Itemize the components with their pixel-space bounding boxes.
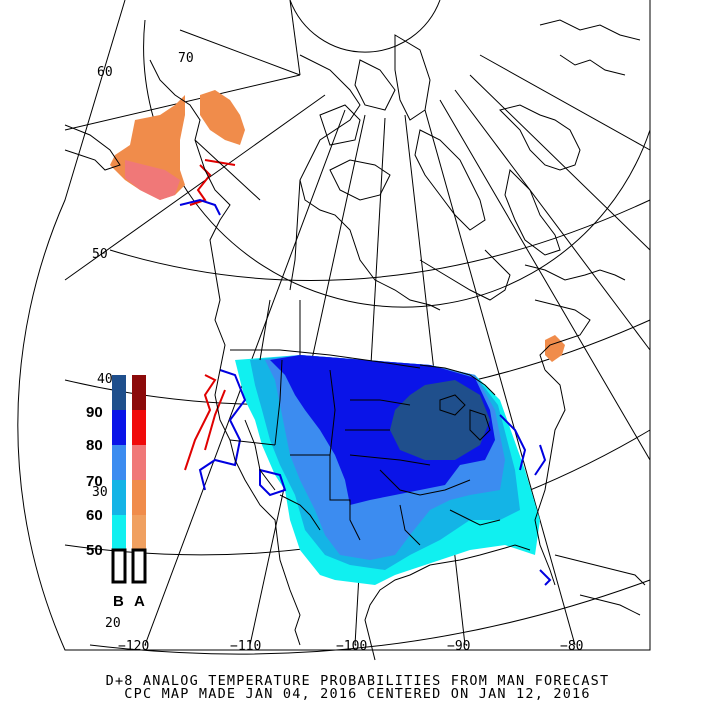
legend: 90 80 70 60 50 B A — [86, 375, 147, 610]
coastlines — [64, 19, 646, 661]
legend-below-swatch-80 — [112, 410, 126, 445]
lon-label-m90: −90 — [447, 639, 470, 654]
legend-below-label: B — [113, 593, 124, 610]
contour-lines — [179, 159, 552, 586]
legend-above-swatch-50 — [132, 515, 146, 550]
legend-above-empty-box — [131, 548, 147, 584]
map-title-line-2: CPC MAP MADE JAN 04, 2016 CENTERED ON JA… — [124, 686, 591, 702]
lon-label-70: 70 — [178, 51, 194, 66]
legend-level-60: 60 — [86, 507, 103, 524]
legend-above-swatch-70 — [132, 445, 146, 480]
below-strong-region — [390, 380, 490, 460]
legend-above-swatch-90 — [132, 375, 146, 410]
legend-below-swatch-90 — [112, 375, 126, 410]
legend-level-50: 50 — [86, 542, 103, 559]
legend-level-80: 80 — [86, 437, 103, 454]
legend-level-70: 70 — [86, 473, 103, 490]
legend-below-bar — [112, 375, 126, 550]
lat-label-30: 30 — [92, 485, 108, 500]
legend-below-swatch-60 — [112, 480, 126, 515]
legend-below-swatch-50 — [112, 515, 126, 550]
lat-label-60: 60 — [97, 65, 113, 80]
legend-below-empty-box — [111, 548, 127, 584]
lon-label-m80: −80 — [560, 639, 583, 654]
legend-above-label: A — [134, 593, 145, 610]
lon-label-m110: −110 — [230, 639, 261, 654]
legend-above-swatch-60 — [132, 480, 146, 515]
political-borders — [194, 139, 501, 546]
legend-above-swatch-80 — [132, 410, 146, 445]
above-alaska-west-pink — [125, 160, 180, 200]
lat-label-50: 50 — [92, 247, 108, 262]
lat-label-20: 20 — [105, 616, 121, 631]
map-title-line-1: D+8 ANALOG TEMPERATURE PROBABILITIES FRO… — [105, 673, 610, 689]
lat-label-40: 40 — [97, 372, 113, 387]
legend-level-90: 90 — [86, 404, 103, 421]
lon-label-m100: −100 — [336, 639, 367, 654]
lon-label-m120: −120 — [118, 639, 149, 654]
legend-below-swatch-70 — [112, 445, 126, 480]
above-normal-shading — [110, 90, 565, 362]
above-newengland — [545, 335, 565, 362]
above-alaska-east — [200, 90, 245, 145]
legend-above-bar — [132, 375, 146, 550]
map-frame — [17, 0, 651, 651]
